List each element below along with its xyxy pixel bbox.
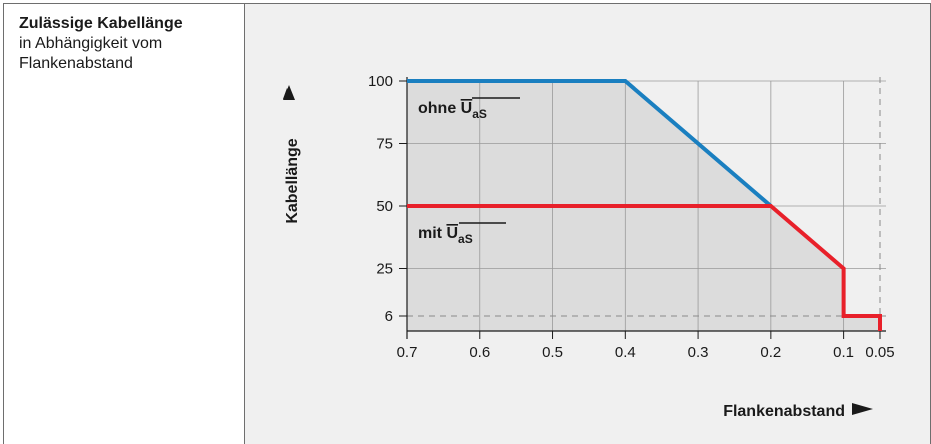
x-tick-label: 0.4	[615, 344, 636, 361]
description-cell: Zulässige Kabellänge in Abhängigkeit vom…	[3, 3, 245, 444]
x-axis-arrow-icon	[852, 403, 873, 415]
description-title: Zulässige Kabellänge	[19, 15, 183, 32]
description-line-2: in Abhängigkeit vom	[19, 35, 163, 52]
y-axis-arrow-head-icon	[283, 85, 295, 100]
y-tick-label: 75	[376, 136, 393, 153]
y-tick-label: 100	[368, 73, 393, 90]
x-tick-label: 0.3	[688, 344, 709, 361]
series-label-ohne: ohne UaS	[418, 100, 487, 121]
series-line-mit	[407, 204, 882, 331]
x-tick-label: 0.05	[865, 344, 894, 361]
series-label-mit: mit UaS	[418, 225, 473, 246]
y-axis-label: Kabellänge	[284, 138, 301, 223]
x-tick-label: 0.2	[760, 344, 781, 361]
x-axis-label: Flankenabstand	[723, 403, 845, 420]
series-line-ohne	[407, 79, 773, 208]
y-tick-label: 50	[376, 198, 393, 215]
description-line-3: Flankenabstand	[19, 55, 133, 72]
y-tick-label: 6	[385, 308, 393, 325]
x-tick-label: 0.6	[469, 344, 490, 361]
chart-description: Zulässige Kabellänge in Abhängigkeit vom…	[19, 14, 183, 74]
x-tick-label: 0.5	[542, 344, 563, 361]
x-tick-label: 0.7	[397, 344, 418, 361]
x-tick-label: 0.1	[833, 344, 854, 361]
y-tick-label: 25	[376, 261, 393, 278]
